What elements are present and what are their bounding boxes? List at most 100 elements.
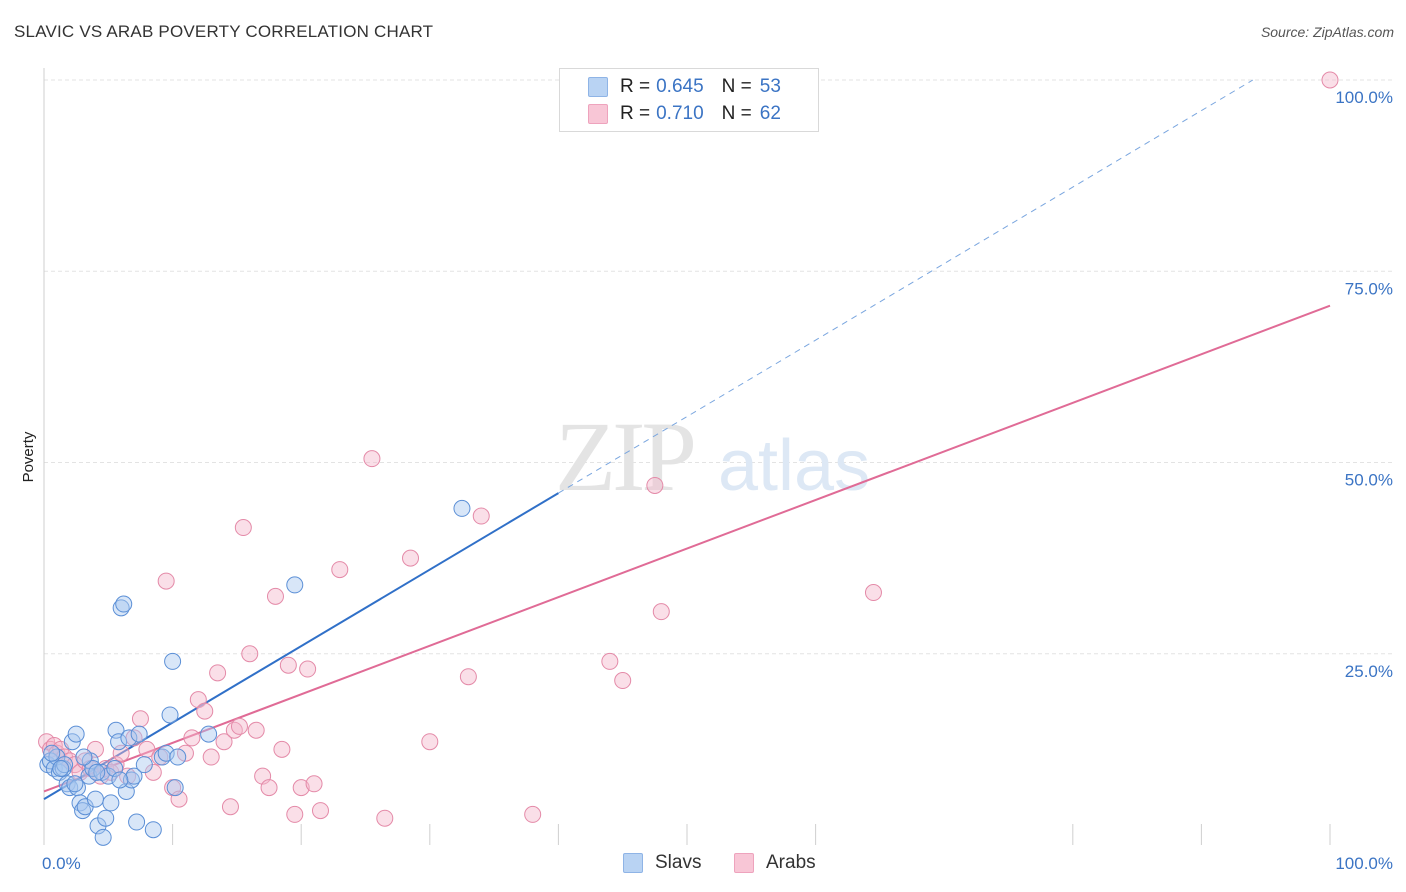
arabs-point [131,710,149,728]
arabs-point [157,572,175,590]
gridlines [44,79,1394,655]
slavs-point [161,706,179,724]
arabs-point [234,519,252,537]
source-credit: Source: ZipAtlas.com [1260,24,1394,40]
slavs-point [200,725,218,743]
slavs-point [120,729,138,747]
slavs-point [43,744,61,762]
arabs-point [402,549,420,567]
arabs-point [363,450,381,468]
arabs-point [1321,71,1339,89]
r-label: R = [620,76,651,97]
arabs-point [215,733,233,751]
arabs-point [221,798,239,816]
slavs-legend-swatch [623,853,643,873]
arabs-point [472,507,490,525]
arabs-point [652,603,670,621]
y-axis-label: Poverty [20,431,37,482]
arabs-point [421,733,439,751]
arabs-trend-line [43,304,1331,793]
data-points [38,71,1339,846]
arabs-legend-swatch [734,853,754,873]
slavs-point [67,725,85,743]
n-value: 53 [759,76,781,97]
slavs-point [286,576,304,594]
r-label: R = [620,103,651,124]
arabs-point [299,660,317,678]
slavs-point [115,595,133,613]
arabs-point [305,775,323,793]
slavs-point [166,779,184,797]
arabs-point [247,721,265,739]
arabs-point [202,748,220,766]
n-value: 62 [759,103,781,124]
axes [43,68,1331,845]
watermark-atlas: atlas [718,426,870,506]
trend-lines [43,79,1331,800]
slavs-trend-extension [558,79,1254,494]
slavs-point [128,813,146,831]
arabs-point [376,809,394,827]
slavs-point [164,652,182,670]
arabs-swatch [588,104,608,124]
slavs-point [125,767,143,785]
slavs-point [144,821,162,839]
slavs-point [453,499,471,517]
arabs-point [524,805,542,823]
slavs-point [135,756,153,774]
arabs-point [260,779,278,797]
arabs-point [864,584,882,602]
arabs-point [170,790,188,808]
slavs-point [102,794,120,812]
arabs-point [601,652,619,670]
legend-row-slavs: R = 0.645 N = 53 [588,75,781,99]
legend-item-slavs[interactable]: Slavs [623,852,701,874]
legend-row-arabs: R = 0.710 N = 62 [588,102,781,126]
chart-title: SLAVIC VS ARAB POVERTY CORRELATION CHART [14,22,434,41]
n-label: N = [721,103,752,124]
watermark: ZIP atlas [555,401,870,512]
arabs-point [459,668,477,686]
arabs-point [331,561,349,579]
watermark-zip: ZIP [555,401,693,512]
arabs-point [230,717,248,735]
slavs-swatch [588,77,608,97]
slavs-point [110,733,128,751]
slavs-legend-label: Slavs [655,852,702,873]
slavs-point [75,748,93,766]
y-tick-label: 25.0% [1345,662,1393,681]
arabs-point [196,702,214,720]
correlation-legend: R = 0.645 N = 53 R = 0.710 N = 62 [559,68,819,132]
arabs-point [266,587,284,605]
slavs-point [52,760,70,777]
arabs-point [311,802,329,820]
slavs-point [94,828,112,846]
slavs-point [169,748,187,766]
y-tick-label: 100.0% [1335,88,1393,107]
slavs-point [111,771,129,789]
n-label: N = [721,76,752,97]
slavs-point [130,725,148,743]
arabs-legend-label: Arabs [766,852,816,873]
slavs-point [88,763,106,781]
legend-item-arabs[interactable]: Arabs [734,852,816,874]
slavs-trend-line [43,492,559,800]
arabs-point [273,740,291,758]
arabs-point [646,476,664,494]
arabs-point [176,744,194,762]
y-tick-label: 75.0% [1345,279,1393,298]
slavs-point [97,809,115,827]
slavs-point [80,767,98,785]
arabs-point [286,805,304,823]
slavs-point [86,790,104,808]
arabs-point [279,656,297,674]
arabs-point [241,645,259,663]
r-value: 0.710 [656,103,704,124]
arabs-point [292,779,310,797]
y-tick-label: 50.0% [1345,471,1393,490]
arabs-point [183,729,201,747]
arabs-point [614,672,632,690]
arabs-point [209,664,227,682]
slavs-point [63,733,81,751]
